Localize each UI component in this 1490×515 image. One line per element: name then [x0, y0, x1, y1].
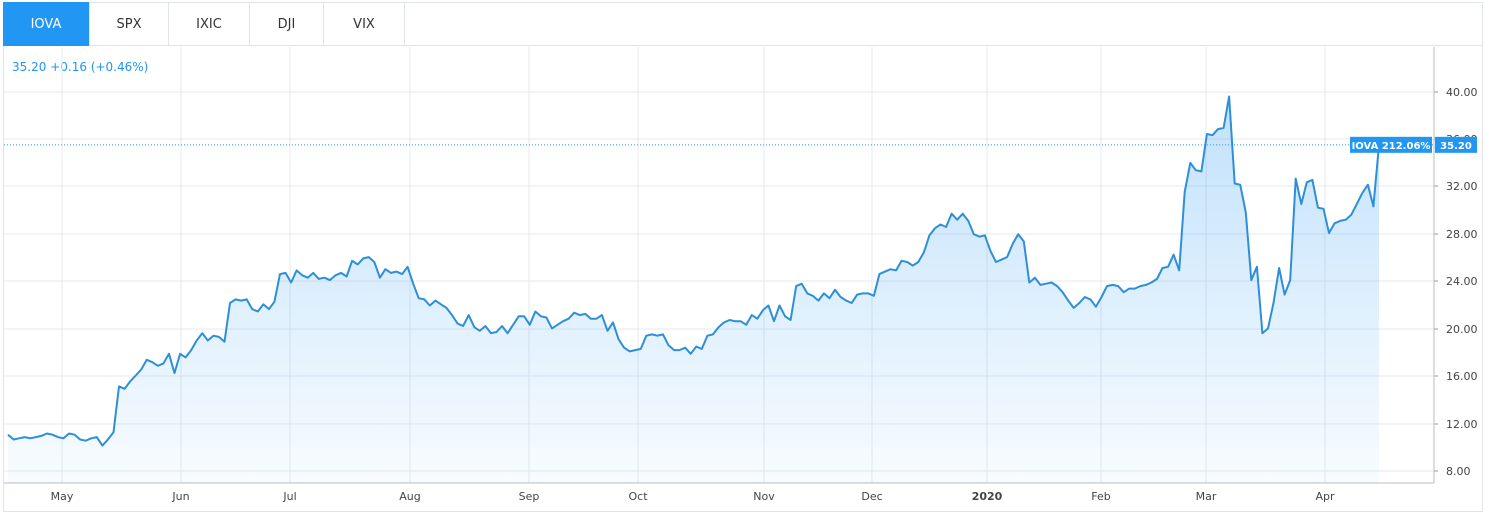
symbol-tabs: IOVA SPX IXIC DJI VIX — [3, 2, 1483, 46]
x-tick-label: Mar — [1196, 490, 1217, 503]
y-tick-label: 8.00 — [1446, 465, 1471, 478]
y-tick-label: 20.00 — [1446, 323, 1478, 336]
tab-spx[interactable]: SPX — [90, 2, 169, 46]
x-tick-label: Dec — [861, 490, 882, 503]
x-tick-label: Feb — [1091, 490, 1110, 503]
y-tick-label: 40.00 — [1446, 86, 1478, 99]
x-tick-label: Sep — [519, 490, 540, 503]
tab-ixic[interactable]: IXIC — [169, 2, 250, 46]
y-tick-label: 24.00 — [1446, 275, 1478, 288]
y-tick-label: 32.00 — [1446, 180, 1478, 193]
quote-price: 35.20 — [12, 60, 47, 74]
x-tick-label: Oct — [628, 490, 648, 503]
quote-change-pct: (+0.46%) — [90, 60, 149, 74]
series-label-box — [1350, 136, 1432, 153]
tab-dji[interactable]: DJI — [250, 2, 324, 46]
x-tick-label: Aug — [399, 490, 420, 503]
price-area — [8, 96, 1379, 483]
y-tick-label: 28.00 — [1446, 228, 1478, 241]
x-tick-label: Jul — [282, 490, 296, 503]
price-line — [7, 95, 1380, 447]
x-tick-label: May — [51, 490, 74, 503]
quote-change: +0.16 — [50, 60, 87, 74]
tab-iova[interactable]: IOVA — [3, 2, 90, 46]
price-quote: 35.20 +0.16 (+0.46%) — [12, 60, 148, 74]
y-tick-label: 12.00 — [1446, 418, 1478, 431]
x-tick-label: 2020 — [972, 490, 1003, 503]
x-tick-label: Nov — [753, 490, 775, 503]
price-axis-label-box — [1435, 136, 1477, 153]
price-axis-label: 35.20 — [1440, 141, 1472, 152]
x-tick-label: Jun — [171, 490, 189, 503]
x-tick-label: Apr — [1315, 490, 1335, 503]
tab-vix[interactable]: VIX — [324, 2, 405, 46]
y-tick-label: 16.00 — [1446, 370, 1478, 383]
series-label: IOVA 212.06% — [1352, 141, 1431, 152]
